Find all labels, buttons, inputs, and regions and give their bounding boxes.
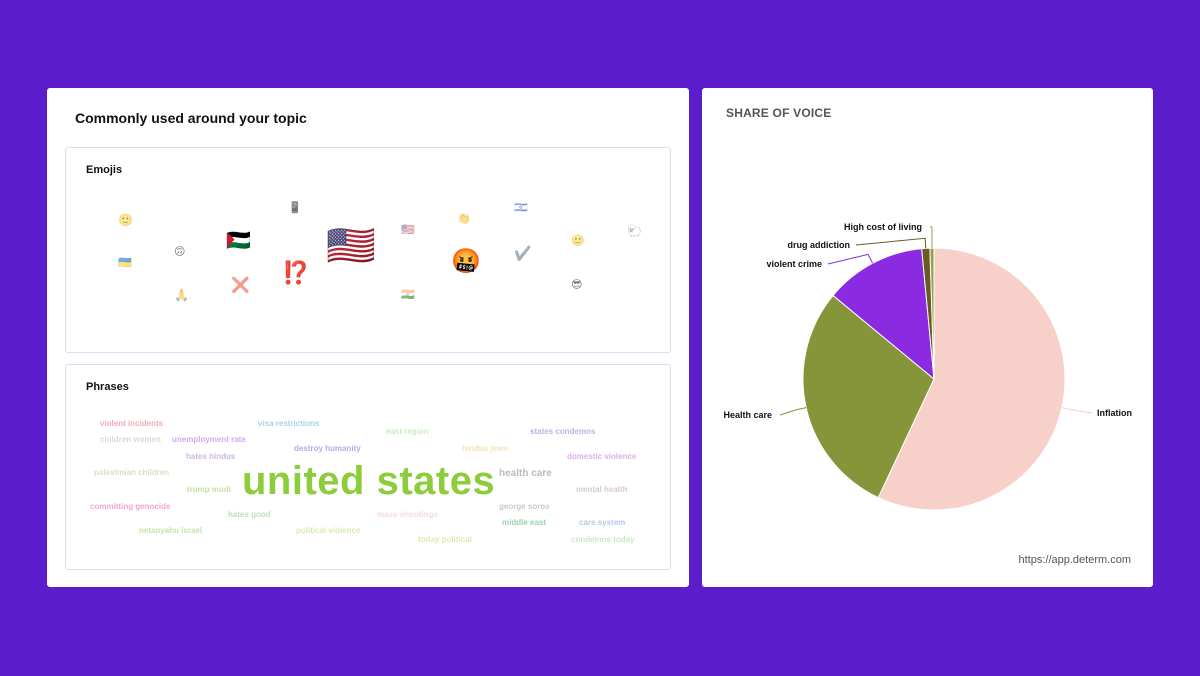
phrase-item[interactable]: mass shootings <box>377 510 438 519</box>
phrase-item[interactable]: today political <box>418 535 472 544</box>
palestine-flag-icon: 🇵🇸 <box>226 230 251 252</box>
pie-leader-line <box>827 253 874 265</box>
upside-down-face-icon: 🙃 <box>174 246 186 258</box>
pie-leader-line <box>855 237 927 249</box>
smiling-face-icon: 🙂 <box>571 235 585 247</box>
pie-label-inflation: Inflation <box>1097 408 1132 418</box>
sheep-icon: 🐑 <box>627 224 642 238</box>
source-url: https://app.determ.com <box>1018 554 1132 566</box>
phrase-item[interactable]: netanyahu israel <box>139 526 203 535</box>
exclamation-question-mark-icon: ⁉️ <box>282 260 310 285</box>
phrase-item[interactable]: health care <box>499 468 552 479</box>
phrase-item[interactable]: visa restrictions <box>258 419 320 428</box>
face-with-symbols-icon: 🤬 <box>451 248 481 275</box>
phrase-item[interactable]: hates good <box>228 510 271 519</box>
phrase-item[interactable]: domestic violence <box>567 452 637 461</box>
phrase-item[interactable]: trump modi <box>187 485 231 494</box>
share-of-voice-title: SHARE OF VOICE <box>726 106 832 120</box>
phrase-item[interactable]: destroy humanity <box>294 444 361 453</box>
phrase-item[interactable]: east region <box>386 427 429 436</box>
pie-leader-line <box>1061 407 1093 414</box>
phrase-item[interactable]: states condemns <box>530 427 596 436</box>
phrase-item[interactable]: children women <box>100 435 161 444</box>
phrase-item[interactable]: political violence <box>296 526 361 535</box>
slightly-smiling-face-icon: 🙂 <box>118 213 133 227</box>
mobile-phone-icon: 📱 <box>288 202 302 214</box>
small-united-states-flag-icon: 🇺🇸 <box>401 224 415 236</box>
pie-slice-health-care[interactable] <box>802 294 935 499</box>
pie-label-high-cost-of-living: High cost of living <box>844 222 922 232</box>
ukraine-flag-icon: 🇺🇦 <box>118 257 132 269</box>
pie-label-violent-crime: violent crime <box>766 259 822 269</box>
israel-flag-icon: 🇮🇱 <box>514 202 528 214</box>
phrase-item[interactable]: palestinian children <box>94 468 170 477</box>
clapping-hands-icon: 👏 <box>457 213 471 225</box>
phrase-item[interactable]: care system <box>579 518 626 527</box>
india-flag-icon: 🇮🇳 <box>401 289 415 301</box>
pie-label-drug-addiction: drug addiction <box>788 240 851 250</box>
phrase-item[interactable]: mental health <box>576 485 628 494</box>
phrase-item[interactable]: unemployment rate <box>172 435 246 444</box>
share-of-voice-card: SHARE OF VOICE Inflation Health care viole… <box>702 88 1153 587</box>
phrase-item[interactable]: violent incidents <box>100 419 164 428</box>
phrase-item[interactable]: condemns today <box>571 535 635 544</box>
top-phrase[interactable]: united states <box>242 459 496 503</box>
phrase-item[interactable]: hindus jews <box>462 444 508 453</box>
folded-hands-icon: 🙏 <box>174 288 189 302</box>
pie-leader-line <box>779 407 807 416</box>
united-states-flag-icon: 🇺🇸 <box>326 224 376 268</box>
phrase-item[interactable]: george soros <box>499 502 550 511</box>
common-topics-card: Commonly used around your topic Emojis 🙂… <box>47 88 689 587</box>
pie-slice-violent-crime[interactable] <box>832 248 935 381</box>
card-title: Commonly used around your topic <box>75 110 307 126</box>
check-mark-icon: ✔️ <box>514 245 532 261</box>
pie-leader-line <box>930 226 933 249</box>
phrases-panel: Phrases violent incidents visa restrictio… <box>65 364 671 570</box>
phrase-item[interactable]: hates hindus <box>186 452 236 461</box>
phrase-item[interactable]: committing genocide <box>90 502 171 511</box>
cross-mark-icon: ❌ <box>231 277 250 294</box>
emojis-panel: Emojis 🙂 🇺🇦 🙃 🙏 🇵🇸 ❌ 📱 ⁉️ 🇺🇸 🇺🇸 🇮🇳 👏 🤬 🇮🇱 ✔️ 🙂 😎 🐑 <box>65 147 671 353</box>
emojis-heading: Emojis <box>86 164 123 176</box>
share-of-voice-pie-chart: Inflation Health care violent crime drug ad… <box>723 222 1132 511</box>
pie-label-health-care: Health care <box>723 410 772 420</box>
sunglasses-face-icon: 😎 <box>571 279 583 291</box>
pie-slice-high-cost-of-living[interactable] <box>929 247 935 380</box>
phrases-heading: Phrases <box>86 381 129 393</box>
phrase-item[interactable]: middle east <box>502 518 547 527</box>
